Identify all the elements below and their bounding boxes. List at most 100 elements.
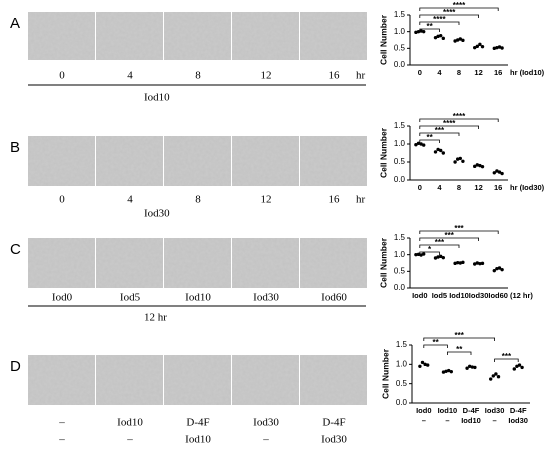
x-tick-label: Iod10 (461, 416, 481, 425)
x-tick-label: Iod30 (485, 406, 505, 415)
y-tick-label: 1.5 (394, 233, 406, 242)
data-point (461, 159, 465, 163)
data-point (478, 163, 482, 168)
image-label: D-4F (322, 417, 345, 429)
x-tick-label: D-4F (510, 406, 527, 415)
micrograph (28, 238, 95, 288)
y-axis-label: Cell Number (380, 348, 390, 399)
data-point (458, 156, 462, 161)
data-point (422, 143, 426, 147)
data-point (461, 260, 465, 265)
data-point (492, 171, 496, 175)
data-point (423, 362, 427, 367)
data-point (489, 377, 493, 381)
y-tick-label: 0.5 (394, 157, 406, 166)
image-label: 16 (329, 70, 341, 82)
image-label: 8 (195, 70, 201, 82)
x-axis-label: hr (Iod10) (510, 68, 545, 77)
image-label: 0 (59, 70, 65, 82)
data-point (422, 29, 426, 34)
y-tick-label: 0.5 (394, 266, 406, 275)
significance-bracket (419, 28, 440, 32)
data-point (500, 171, 504, 176)
x-tick-label: Iod10 (449, 291, 469, 300)
x-tick-label: 4 (437, 68, 442, 77)
significance-bracket (419, 7, 499, 11)
data-point (416, 141, 421, 145)
data-point (480, 164, 485, 169)
data-point (497, 266, 502, 270)
significance-bracket (494, 358, 519, 362)
data-point (416, 29, 421, 34)
data-point (520, 365, 524, 370)
micrograph (232, 136, 299, 186)
data-point (494, 372, 498, 376)
x-tick-label: 8 (457, 68, 461, 77)
panel-label: B (10, 139, 20, 156)
data-point (414, 143, 418, 147)
data-point (473, 45, 477, 50)
micrograph (96, 238, 163, 288)
data-point (458, 37, 462, 41)
data-point (492, 268, 496, 273)
data-point (468, 364, 472, 368)
significance-bracket (423, 337, 495, 341)
x-tick-label: 0 (418, 68, 422, 77)
micrograph (300, 238, 367, 288)
y-tick-label: 0.5 (396, 379, 408, 388)
x-axis-label: hr (Iod30) (510, 183, 545, 192)
significance-label: *** (454, 224, 464, 233)
y-axis-label: Cell Number (378, 237, 388, 288)
data-point (495, 169, 499, 173)
significance-label: **** (433, 15, 446, 24)
data-point (496, 375, 501, 379)
image-label: Iod10 (117, 417, 143, 429)
data-point (436, 34, 440, 39)
significance-bracket (419, 125, 479, 129)
data-point (465, 366, 469, 370)
data-point (456, 157, 460, 161)
significance-label: ** (426, 22, 433, 31)
y-tick-label: 0.0 (394, 283, 406, 292)
y-axis-label: Cell Number (378, 14, 388, 65)
y-tick-label: 0.5 (394, 43, 406, 52)
image-label: Iod10 (185, 292, 211, 304)
data-point (470, 365, 474, 369)
y-tick-label: 1.0 (394, 27, 406, 36)
y-tick-label: 0.0 (394, 60, 406, 69)
micrograph (164, 12, 231, 60)
data-point (492, 46, 496, 51)
data-point (480, 44, 485, 49)
image-label: – (262, 434, 269, 446)
data-point (500, 46, 504, 50)
data-point (441, 151, 445, 155)
data-point (444, 369, 448, 373)
significance-label: **** (443, 119, 456, 128)
micrograph (28, 136, 95, 186)
y-tick-label: 1.5 (394, 10, 406, 19)
image-label: 12 (261, 194, 272, 206)
y-tick-label: 1.0 (394, 250, 406, 259)
x-tick-label: 12 (474, 68, 482, 77)
x-tick-label: 12 (474, 183, 482, 192)
significance-bracket (423, 344, 448, 348)
image-label: Iod30 (253, 417, 279, 429)
data-point (461, 38, 465, 43)
panel-label: D (10, 358, 21, 375)
data-point (515, 364, 519, 368)
micrograph (28, 355, 95, 405)
data-point (433, 35, 438, 40)
data-point (433, 256, 438, 260)
y-tick-label: 1.0 (396, 359, 408, 368)
significance-label: ** (432, 338, 439, 347)
data-point (439, 148, 443, 153)
image-label: 16 (329, 194, 341, 206)
significance-label: * (428, 245, 432, 254)
y-tick-label: 0.0 (394, 175, 406, 184)
data-point (495, 45, 499, 50)
x-tick-label: Iod0 (412, 291, 427, 300)
significance-bracket (419, 118, 499, 122)
data-point (419, 29, 423, 33)
y-tick-label: 1.0 (394, 139, 406, 148)
data-point (491, 374, 495, 378)
